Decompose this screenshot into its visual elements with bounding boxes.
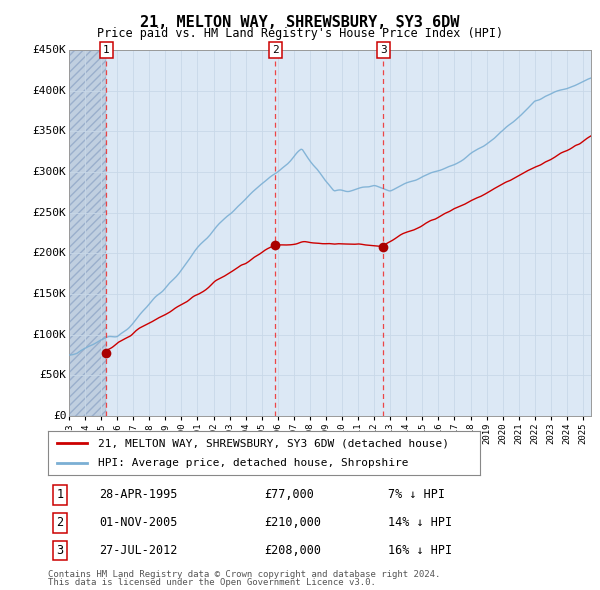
Text: 1: 1 (103, 45, 110, 55)
Text: 2: 2 (272, 45, 278, 55)
Text: 21, MELTON WAY, SHREWSBURY, SY3 6DW (detached house): 21, MELTON WAY, SHREWSBURY, SY3 6DW (det… (98, 438, 449, 448)
Text: £350K: £350K (32, 126, 67, 136)
Bar (69, 50, 106, 416)
Text: £100K: £100K (32, 330, 67, 340)
Text: 27-JUL-2012: 27-JUL-2012 (100, 544, 178, 557)
Text: £210,000: £210,000 (264, 516, 321, 529)
Text: £400K: £400K (32, 86, 67, 96)
Text: Price paid vs. HM Land Registry's House Price Index (HPI): Price paid vs. HM Land Registry's House … (97, 27, 503, 40)
Text: This data is licensed under the Open Government Licence v3.0.: This data is licensed under the Open Gov… (48, 578, 376, 587)
Text: 2: 2 (56, 516, 64, 529)
Text: £208,000: £208,000 (264, 544, 321, 557)
Text: HPI: Average price, detached house, Shropshire: HPI: Average price, detached house, Shro… (98, 458, 408, 467)
Text: 7% ↓ HPI: 7% ↓ HPI (388, 489, 445, 502)
Text: £77,000: £77,000 (264, 489, 314, 502)
Text: 1: 1 (56, 489, 64, 502)
Text: £450K: £450K (32, 45, 67, 55)
Text: 28-APR-1995: 28-APR-1995 (100, 489, 178, 502)
Text: £200K: £200K (32, 248, 67, 258)
Text: £250K: £250K (32, 208, 67, 218)
Text: £0: £0 (53, 411, 67, 421)
Text: 3: 3 (380, 45, 386, 55)
Text: 14% ↓ HPI: 14% ↓ HPI (388, 516, 452, 529)
Text: 3: 3 (56, 544, 64, 557)
Text: £300K: £300K (32, 167, 67, 177)
Text: £150K: £150K (32, 289, 67, 299)
Text: 01-NOV-2005: 01-NOV-2005 (100, 516, 178, 529)
Text: 16% ↓ HPI: 16% ↓ HPI (388, 544, 452, 557)
Text: Contains HM Land Registry data © Crown copyright and database right 2024.: Contains HM Land Registry data © Crown c… (48, 570, 440, 579)
Text: £50K: £50K (40, 371, 67, 381)
Text: 21, MELTON WAY, SHREWSBURY, SY3 6DW: 21, MELTON WAY, SHREWSBURY, SY3 6DW (140, 15, 460, 30)
